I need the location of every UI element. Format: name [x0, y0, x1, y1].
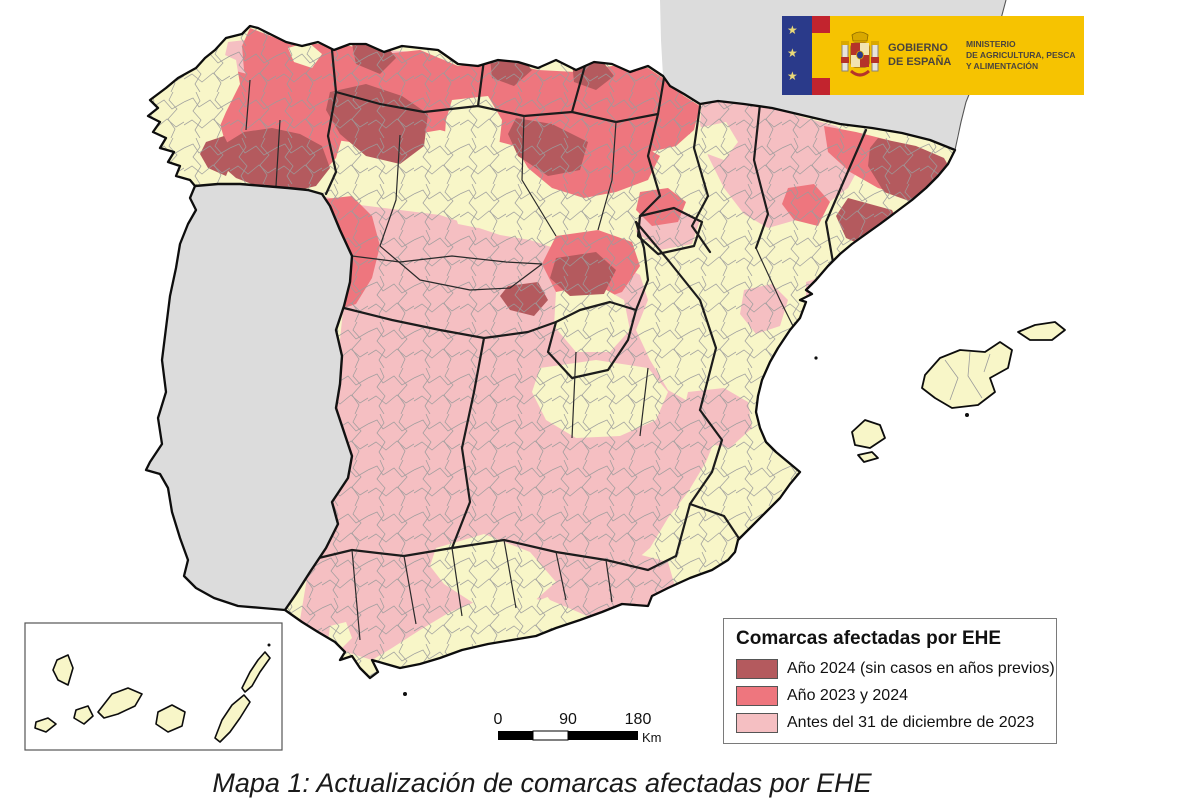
- government-name: GOBIERNO DE ESPAÑA: [888, 41, 952, 68]
- svg-text:90: 90: [559, 711, 577, 728]
- legend-item: Antes del 31 de diciembre de 2023: [736, 713, 1044, 733]
- svg-text:Km: Km: [642, 730, 662, 745]
- ministry-name: MINISTERIO DE AGRICULTURA, PESCA Y ALIME…: [966, 38, 1076, 72]
- legend-swatch-2024: [736, 659, 778, 679]
- legend-item: Año 2023 y 2024: [736, 686, 1044, 706]
- legend-label: Año 2023 y 2024: [787, 687, 908, 704]
- legend-label: Antes del 31 de diciembre de 2023: [787, 714, 1035, 731]
- legend: Comarcas afectadas por EHE Año 2024 (sin…: [723, 618, 1057, 744]
- eu-flag-icon: ★ ★ ★: [782, 16, 812, 95]
- legend-swatch-before-2023: [736, 713, 778, 733]
- legend-item: Año 2024 (sin casos en años previos): [736, 659, 1055, 679]
- scale-bar: 0 90 180 Km: [494, 711, 662, 745]
- svg-text:0: 0: [494, 711, 503, 728]
- legend-label: Año 2024 (sin casos en años previos): [787, 660, 1055, 677]
- legend-title: Comarcas afectadas por EHE: [736, 628, 1002, 649]
- government-logo: ★ ★ ★ GOBIERNO DE ESPAÑA MINISTERI: [782, 16, 1084, 95]
- coat-of-arms-icon: [841, 31, 879, 76]
- map-caption: Mapa 1: Actualización de comarcas afecta…: [212, 768, 872, 798]
- canary-islands-inset: [24, 622, 283, 751]
- province-borders-layer: [245, 79, 801, 641]
- balearic-islands: [403, 321, 1066, 696]
- coastline: [144, 24, 957, 680]
- portugal-border: [194, 182, 354, 611]
- svg-text:180: 180: [625, 711, 652, 728]
- legend-swatch-2023-2024: [736, 686, 778, 706]
- spain-flag-icon: [812, 16, 830, 95]
